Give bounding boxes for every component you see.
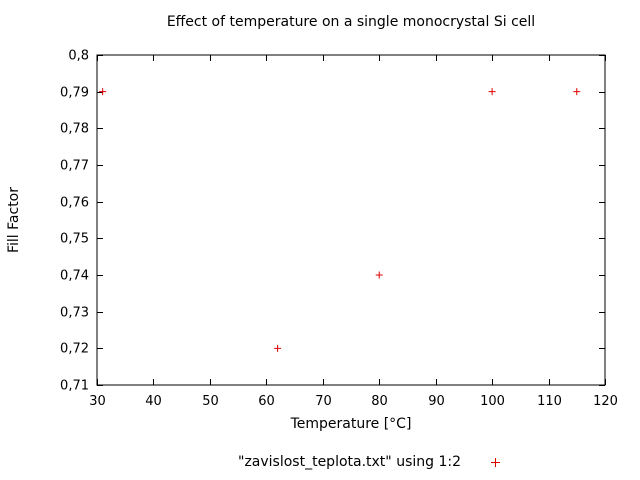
y-tick-label: 0,79 [60,86,89,101]
x-tick-label: 30 [89,394,106,409]
y-tick-label: 0,74 [60,269,89,284]
x-tick-label: 60 [258,394,275,409]
y-tick-label: 0,76 [60,196,89,211]
x-tick-label: 40 [145,394,162,409]
x-tick-label: 80 [371,394,388,409]
y-tick-label: 0,75 [60,232,89,247]
y-tick-label: 0,78 [60,122,89,137]
x-tick-label: 110 [537,394,562,409]
y-tick-label: 0,72 [60,342,89,357]
plot-border [96,54,606,386]
y-tick-label: 0,71 [60,379,89,394]
data-point-marker [488,88,496,96]
x-tick-label: 70 [315,394,332,409]
y-tick-label: 0,77 [60,159,89,174]
x-tick-label: 100 [480,394,505,409]
data-point-marker [99,88,107,96]
y-tick-label: 0,8 [68,49,89,64]
y-tick-label: 0,73 [60,306,89,321]
legend: "zavislost_teplota.txt" using 1:2 [238,454,500,470]
legend-marker-icon [491,457,500,467]
x-tick-label: 50 [202,394,219,409]
x-axis-label: Temperature [°C] [290,416,412,432]
data-point-marker [274,344,282,352]
data-point-marker [375,271,383,279]
x-tick-label: 120 [593,394,618,409]
data-point-marker [573,88,581,96]
x-tick-label: 90 [428,394,445,409]
legend-series-label: "zavislost_teplota.txt" using 1:2 [238,454,461,470]
chart-title: Effect of temperature on a single monocr… [166,14,536,30]
